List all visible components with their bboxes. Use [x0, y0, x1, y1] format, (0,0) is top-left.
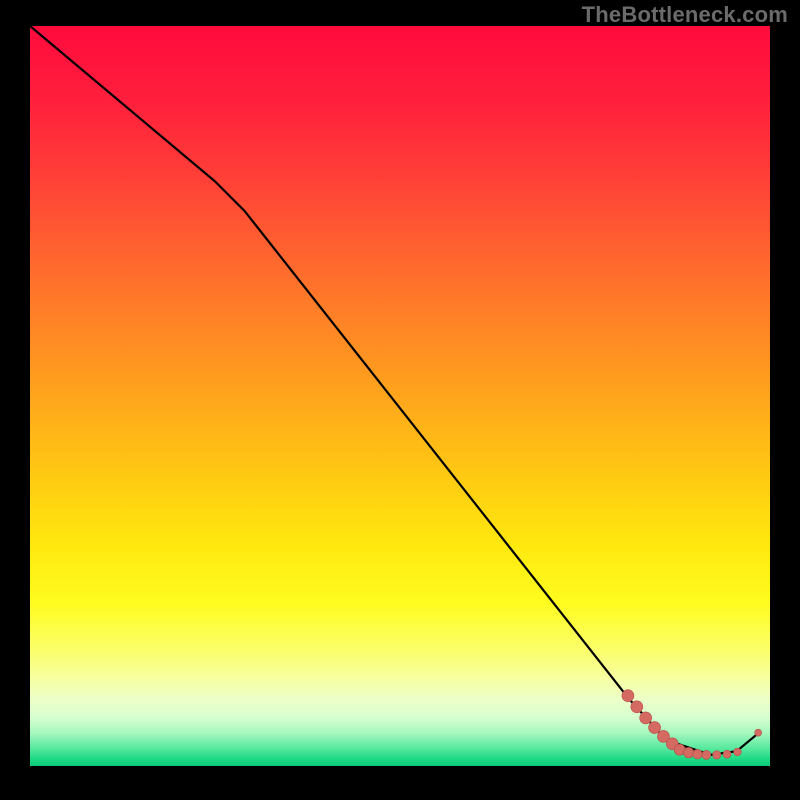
data-marker [723, 750, 731, 758]
data-marker [622, 690, 634, 702]
data-marker [702, 750, 711, 759]
plot-background-gradient [30, 26, 770, 766]
data-marker [631, 701, 643, 713]
watermark-text: TheBottleneck.com [582, 2, 788, 28]
data-marker [649, 722, 661, 734]
data-marker [640, 712, 652, 724]
data-marker [755, 729, 762, 736]
data-marker [693, 749, 703, 759]
data-marker [713, 751, 721, 759]
data-marker [734, 748, 742, 756]
data-marker [683, 747, 693, 757]
bottleneck-chart [0, 0, 800, 800]
chart-container: { "watermark": "TheBottleneck.com", "cha… [0, 0, 800, 800]
